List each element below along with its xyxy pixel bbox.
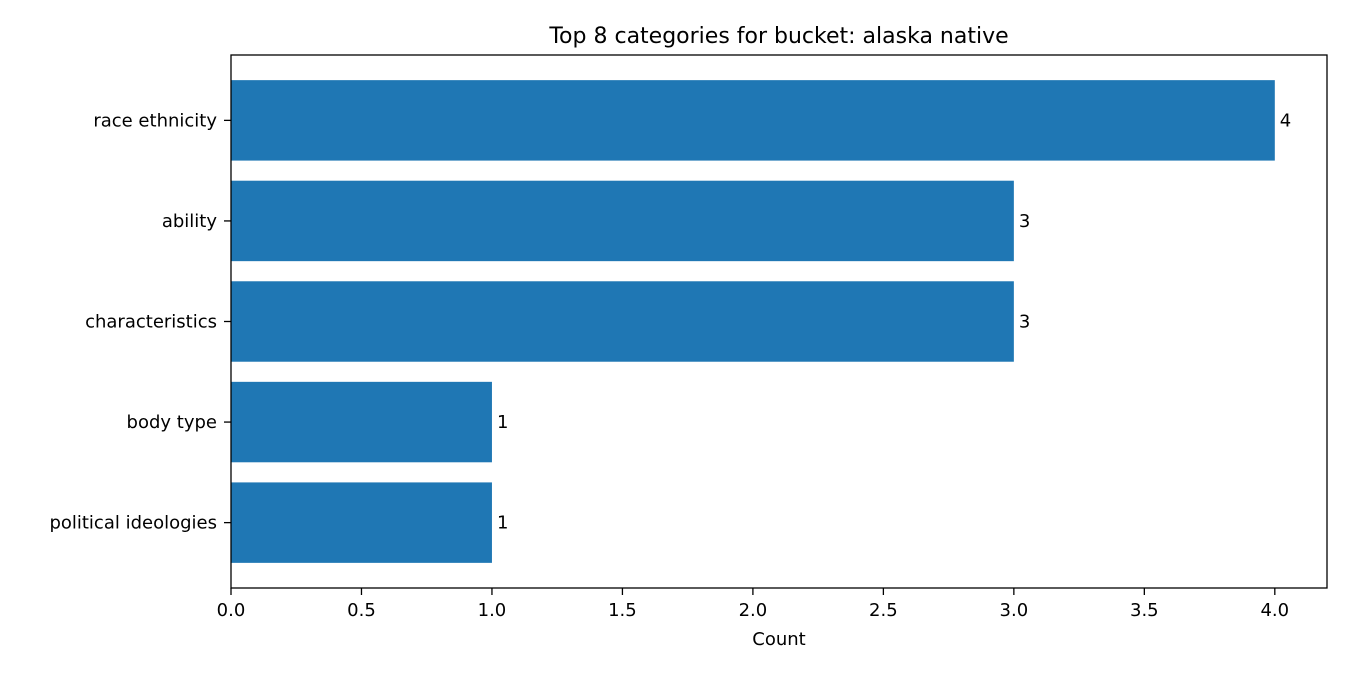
bar (231, 381, 492, 463)
x-tick-label: 2.0 (739, 600, 768, 621)
bar-value-label: 1 (497, 412, 508, 433)
x-tick-label: 2.5 (869, 600, 898, 621)
y-tick-label: political ideologies (49, 513, 217, 534)
x-tick-label: 1.5 (608, 600, 637, 621)
bar-value-label: 3 (1019, 211, 1030, 232)
bars-layer: 4 3 3 1 1 (231, 80, 1291, 563)
chart-title: Top 8 categories for bucket: alaska nati… (548, 24, 1008, 49)
x-tick-label: 4.0 (1260, 600, 1289, 621)
x-tick-label: 0.0 (217, 600, 246, 621)
bar (231, 180, 1014, 262)
x-tick-label: 0.5 (347, 600, 376, 621)
bar (231, 281, 1014, 362)
plot-frame (230, 54, 1328, 589)
bar (231, 80, 1275, 161)
y-tick-label: race ethnicity (93, 110, 217, 131)
y-tick-label: characteristics (85, 312, 217, 333)
y-tick-label: body type (127, 412, 217, 433)
bar-value-label: 1 (497, 513, 508, 534)
bar (231, 482, 492, 563)
x-axis-label: Count (752, 629, 805, 650)
x-tick-label: 3.0 (1000, 600, 1029, 621)
x-tick-label: 3.5 (1130, 600, 1159, 621)
y-tick-label: ability (162, 211, 218, 232)
ticks-layer: race ethnicity ability characteristics body… (49, 110, 1289, 621)
x-tick-label: 1.0 (478, 600, 507, 621)
bar-value-label: 3 (1019, 312, 1030, 333)
bar-value-label: 4 (1280, 110, 1291, 131)
